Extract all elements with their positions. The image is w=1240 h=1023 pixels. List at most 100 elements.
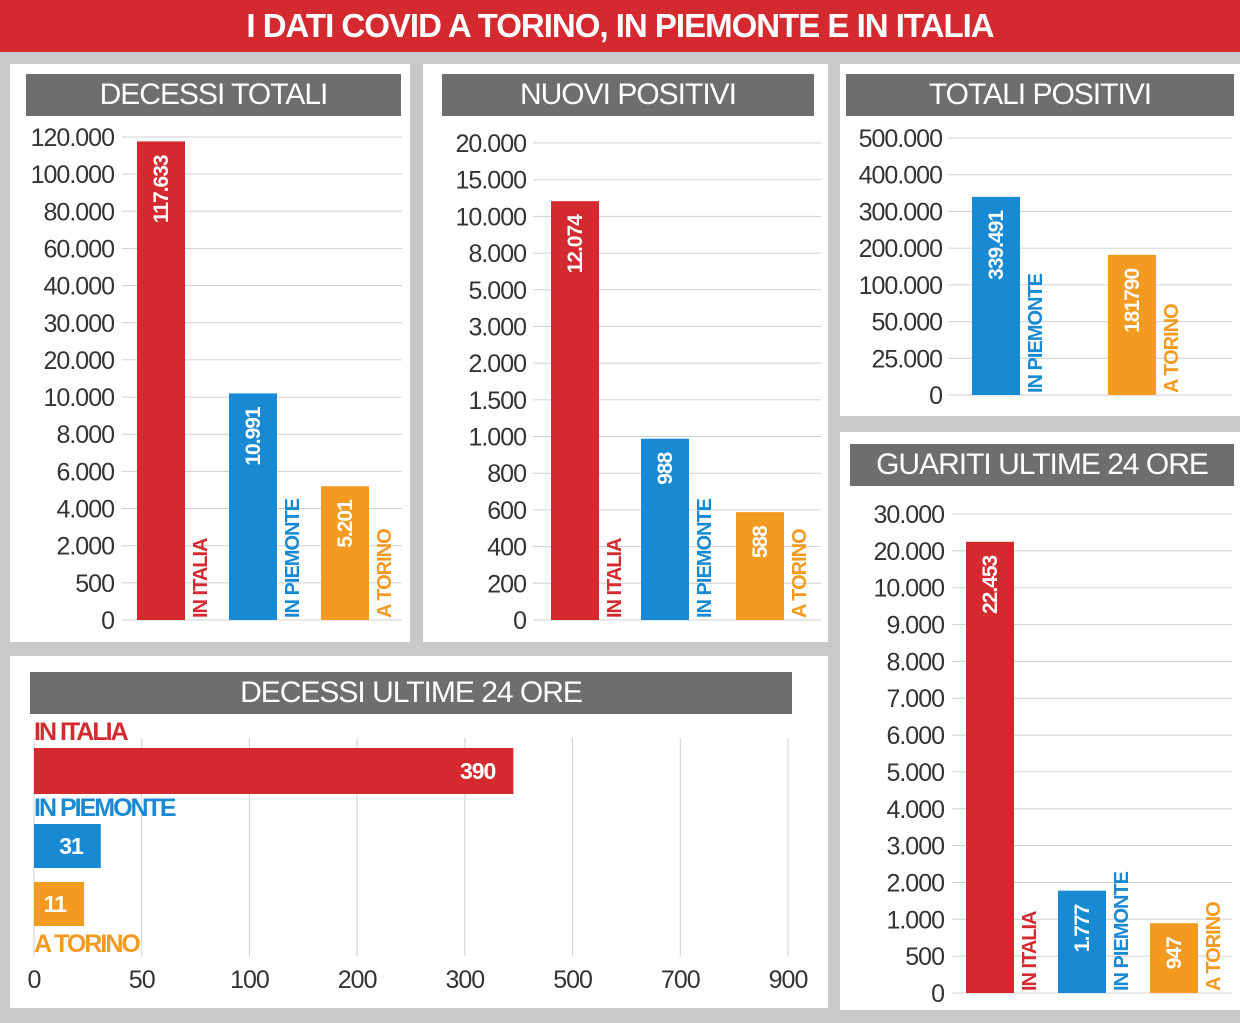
category-label: IN ITALIA [604,538,626,618]
y-tick-label: 300.000 [859,198,942,226]
category-label: A TORINO [34,930,140,958]
chart-title: NUOVI POSITIVI [442,74,814,116]
panel-decessi-24: DECESSI ULTIME 24 ORE 0 50 100 200 300 500 700… [10,656,828,1008]
category-label: IN PIEMONTE [1025,273,1047,393]
x-tick-label: 50 [129,966,155,994]
bar-value-label: 390 [460,758,496,784]
y-tick-label: 1.000 [468,424,526,452]
category-label: IN PIEMONTE [34,794,176,822]
y-tick-label: 20.000 [874,538,945,566]
bar-a-torino [1108,254,1156,395]
y-tick-label: 6.000 [886,722,944,750]
y-tick-label: 20.000 [44,347,115,375]
bar-a-torino [34,882,84,926]
bar-in-piemonte [1058,890,1106,993]
bar-value-label: 10.991 [242,406,265,466]
y-tick-label: 40.000 [44,273,115,301]
bar-value-label: 588 [749,525,772,558]
chart-title: DECESSI TOTALI [26,74,401,116]
chart-decessi-24: 0 50 100 200 300 500 700 900 IN ITALIA 390 IN PIEM… [28,718,809,994]
y-tick-label: 2.000 [56,533,114,561]
y-tick-label: 4.000 [886,796,944,824]
y-tick-label: 200 [487,570,526,598]
y-tick-label: 0 [931,980,944,1008]
panel-guariti-24: GUARITI ULTIME 24 ORE 0 500 1.000 2.000 3.00… [840,432,1240,1010]
y-tick-label: 0 [929,382,942,410]
y-tick-label: 200.000 [859,235,942,263]
x-tick-label: 700 [661,966,700,994]
y-tick-label: 10.000 [44,384,115,412]
y-tick-label: 10.000 [456,203,527,231]
banner-title: I DATI COVID A TORINO, IN PIEMONTE E IN … [0,0,1240,52]
y-tick-label: 60.000 [44,235,115,263]
bar-value-label: 947 [1163,937,1186,969]
x-tick-label: 500 [553,966,592,994]
y-tick-label: 9.000 [886,612,944,640]
y-tick-label: 10.000 [874,575,945,603]
y-tick-label: 120.000 [31,124,114,152]
y-tick-label: 50.000 [872,309,943,337]
chart-totali-positivi: 0 25.000 50.000 100.000 200.000 300.000 400.00… [859,125,1232,410]
y-tick-label: 100.000 [859,272,942,300]
category-label: IN PIEMONTE [282,498,304,618]
panel-decessi-totali: DECESSI TOTALI 0 500 2.000 4.000 6.000 8.000 1… [10,64,410,642]
y-tick-label: 1.500 [468,387,526,415]
y-tick-label: 100.000 [31,161,114,189]
category-label: A TORINO [1161,304,1183,393]
bar-in-piemonte [972,196,1020,395]
bar-a-torino [736,512,784,620]
y-tick-label: 8.000 [468,240,526,268]
y-tick-label: 4.000 [56,496,114,524]
y-tick-label: 2.000 [886,869,944,897]
y-tick-label: 8.000 [56,421,114,449]
category-label: IN PIEMONTE [694,498,716,618]
category-label: IN ITALIA [190,538,212,618]
y-tick-label: 25.000 [872,345,943,373]
y-tick-label: 500 [75,570,114,598]
y-tick-label: 400.000 [859,162,942,190]
bar-value-label: 31 [59,833,84,859]
y-tick-label: 800 [487,460,526,488]
category-label: A TORINO [789,529,811,618]
bar-in-italia [137,141,185,620]
bar-value-label: 117.633 [150,155,173,223]
y-tick-label: 30.000 [44,310,115,338]
bar-in-piemonte [229,393,277,620]
y-tick-label: 15.000 [456,167,527,195]
chart-title: DECESSI ULTIME 24 ORE [30,672,792,714]
bar-in-piemonte [34,824,101,868]
panel-nuovi-positivi: NUOVI POSITIVI 0 200 400 600 800 1.000 1.500 2.… [423,64,828,642]
bar-a-torino [321,486,369,620]
bar-a-torino [1150,923,1198,993]
bar-in-italia [34,748,514,794]
chart-decessi-totali: 0 500 2.000 4.000 6.000 8.000 10.000 20.000 30.0… [31,124,402,635]
chart-guariti-24: 0 500 1.000 2.000 3.000 4.000 5.000 6.000 7.000 8… [874,501,1232,1008]
y-tick-label: 600 [487,497,526,525]
bar-value-label: 5.201 [334,499,357,548]
y-tick-label: 5.000 [886,759,944,787]
y-tick-label: 400 [487,534,526,562]
bar-in-italia [551,201,599,620]
bar-value-label: 12.074 [564,214,587,274]
chart-nuovi-positivi: 0 200 400 600 800 1.000 1.500 2.000 3.000 5.000 8.… [456,130,821,635]
x-tick-label: 300 [445,966,484,994]
bar-in-piemonte [641,438,689,620]
y-tick-label: 0 [513,607,526,635]
category-label: IN PIEMONTE [1111,871,1133,991]
x-tick-label: 0 [28,966,41,994]
y-tick-label: 3.000 [468,313,526,341]
y-tick-label: 3.000 [886,833,944,861]
bar-value-label: 11 [44,891,68,917]
category-label: IN ITALIA [34,718,129,746]
y-tick-label: 80.000 [44,198,115,226]
y-tick-label: 500 [905,943,944,971]
chart-title: TOTALI POSITIVI [846,74,1234,116]
y-tick-label: 2.000 [468,350,526,378]
bar-value-label: 988 [654,451,677,484]
y-tick-label: 20.000 [456,130,527,158]
bar-value-label: 339.491 [985,210,1008,280]
y-tick-label: 5.000 [468,277,526,305]
y-tick-label: 0 [101,607,114,635]
panel-totali-positivi: TOTALI POSITIVI 0 25.000 50.000 100.000 200.… [840,64,1240,416]
y-tick-label: 30.000 [874,501,945,529]
